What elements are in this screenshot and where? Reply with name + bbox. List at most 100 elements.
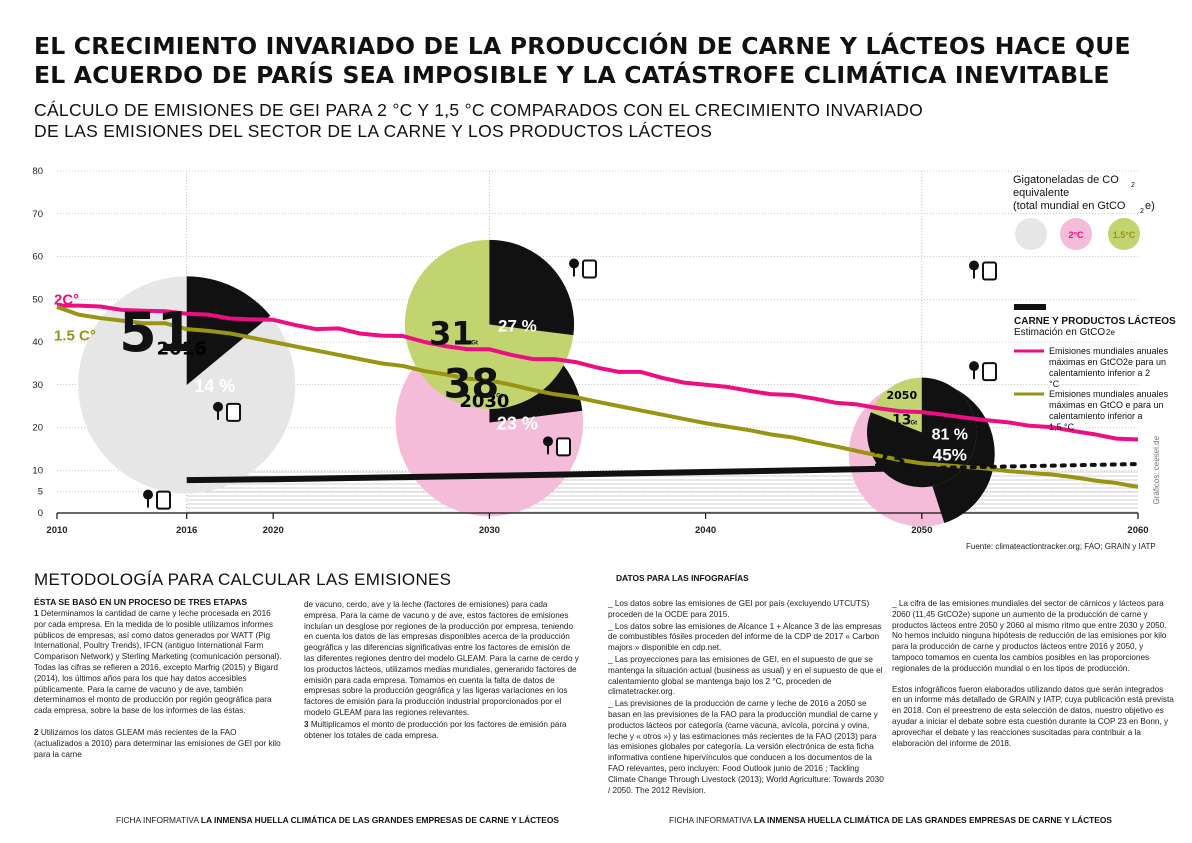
total-label: 31 [429,314,474,352]
legend-heading-2: equivalente [1013,187,1069,199]
legend-black-sub: Estimación en GtCO [1014,327,1105,338]
drumstick-icon [543,436,553,447]
drumstick-icon [569,258,579,269]
share-label: 23 % [497,414,538,434]
share-label: 81 % [932,426,968,443]
legend-green-circle [1108,218,1140,250]
milk-jug-icon [982,261,997,281]
methodology-title: METODOLOGÍA PARA CALCULAR LAS EMISIONES [34,570,452,589]
share-label: 45% [933,446,967,465]
source-note: Fuente: climateactiontracker.org; FAO; G… [966,542,1156,551]
total-label: 51 [119,301,194,364]
legend-heading: Gigatoneladas de CO [1013,174,1119,186]
legend-black-sub-end: 2e [1106,328,1115,337]
line-2c [57,303,1139,442]
data-list-item: _ Los datos sobre las emisiones de Alcan… [608,621,882,653]
footer-left: FICHA INFORMATIVA LA INMENSA HUELLA CLIM… [116,815,559,825]
meat-dairy-projection [919,462,1140,471]
legend-olive-text: 1,5 °C [1049,422,1075,432]
share-label: 27 % [498,316,537,335]
meat-dairy-icon [143,489,171,510]
x-tick-label: 2060 [1127,525,1148,536]
legend-black-title: CARNE Y PRODUCTOS LÁCTEOS [1014,314,1176,327]
total-label: 23 [873,446,906,474]
milk-jug-icon [226,402,241,422]
legend-pink-text: °C [1049,379,1060,389]
y-tick-label: 0 [38,508,43,519]
drumstick-icon [969,260,979,271]
methodology-step-2: Utilizamos los datos GLEAM más recientes… [34,727,281,759]
meat-dairy-line [186,465,922,484]
methodology-col-2: de vacuno, cerdo, ave y la leche (factor… [304,600,582,741]
total-unit: Gt [471,340,478,346]
page-subtitle: CÁLCULO DE EMISIONES DE GEI PARA 2 °C Y … [34,100,924,141]
methodology-col-1: 1 Determinamos la cantidad de carne y le… [34,609,282,759]
methodology-subtitle: ÉSTA SE BASÓ EN UN PROCESO DE TRES ETAPA… [34,597,248,607]
total-label: 13 [892,412,911,428]
legend-heading-3: (total mundial en GtCO [1013,200,1126,212]
y-tick-label: 60 [32,252,43,263]
total-unit: Gt [190,344,199,353]
data-list: _ Los datos sobre las emisiones de GEI p… [608,599,886,797]
y-tick-label: 70 [32,209,43,220]
total-label: 38 [444,362,500,408]
drumstick-bone [217,410,219,420]
data-list-item: _ Las previsiones de la producción de ca… [608,699,884,795]
legend-olive-text: calentamiento inferior a [1049,411,1143,421]
share-wedge [186,276,271,385]
total-unit: Gt [496,394,503,400]
methodology-step-1: Determinamos la cantidad de carne y lech… [34,609,282,716]
legend-heading-3-end: e) [1145,200,1155,212]
year-label: 2030 [459,391,509,412]
milk-jug-icon [156,490,171,510]
x-tick-label: 2020 [263,525,284,536]
label-2c: 2C° [54,291,79,308]
drumstick-icon [213,401,223,412]
label-1-5c: 1.5 C° [54,328,96,345]
drumstick-bone [147,498,149,508]
year-label: 2016 [157,338,207,359]
share-label: 14 % [194,376,235,396]
data-list-item: _ Las proyecciones para las emisiones de… [608,654,883,697]
legend-pink-text: Emisiones mundiales anuales [1049,346,1169,356]
legend-green-label: 1.5°C [1113,230,1136,240]
year-label: 2050 [886,389,917,402]
x-tick-label: 2016 [176,525,197,536]
y-tick-label: 80 [32,166,43,177]
y-tick-label: 20 [32,423,43,434]
drumstick-bone [573,267,575,277]
meat-dairy-icon [543,436,571,457]
x-tick-label: 2040 [695,525,716,536]
share-wedge [489,239,575,336]
drumstick-bone [547,445,549,455]
footer-right: FICHA INFORMATIVA LA INMENSA HUELLA CLIM… [669,815,1112,825]
legend-pink-label: 2°C [1068,230,1084,240]
meat-dairy-icon [969,260,997,281]
milk-jug-icon [582,259,597,279]
legend-pink-text: máximas en GtCO2e para un [1049,357,1166,367]
y-tick-label: 40 [32,337,43,348]
drumstick-icon [969,361,979,372]
drumstick-bone [973,370,975,380]
meat-dairy-icon [569,258,597,279]
legend-heading-3-sub: 2 [1140,208,1144,215]
page-title: EL CRECIMIENTO INVARIADO DE LA PRODUCCIÓ… [34,32,1131,89]
legend-olive-text: máximas en GtCO e para un [1049,400,1164,410]
data-note-1: _ La cifra de las emisiones mundiales de… [892,599,1167,673]
legend-pink-circle [1060,218,1092,250]
y-tick-label: 30 [32,380,43,391]
y-tick-label: 50 [32,294,43,305]
data-heading: DATOS PARA LAS INFOGRAFÍAS [616,573,749,583]
methodology-step-2-cont: de vacuno, cerdo, ave y la leche (factor… [304,600,579,717]
meat-dairy-icon [213,401,241,422]
meat-dairy-icon [969,361,997,382]
data-list-item: _ Los datos sobre las emisiones de GEI p… [608,599,870,619]
x-tick-label: 2010 [46,525,67,536]
data-col-right: _ La cifra de las emisiones mundiales de… [892,599,1174,749]
drumstick-icon [143,489,153,500]
legend-pink-text: calentamiento inferior a 2 [1049,368,1150,378]
legend-olive-text: Emisiones mundiales anuales [1049,389,1169,399]
legend-grey-circle [1015,218,1047,250]
drumstick-bone [973,269,975,279]
milk-jug-icon [556,437,571,457]
